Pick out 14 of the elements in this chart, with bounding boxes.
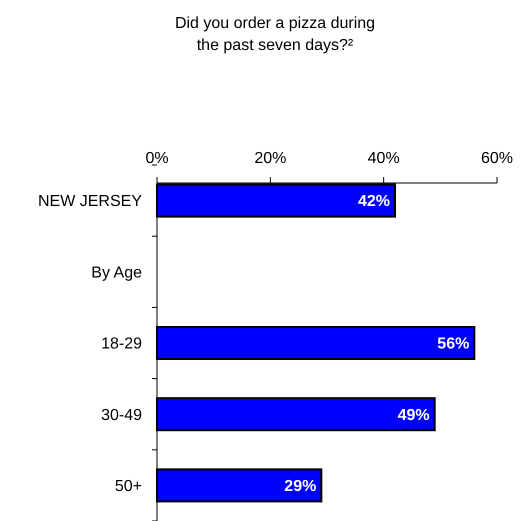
data-label: 49% — [398, 406, 430, 424]
y-tick-label: 18-29 — [101, 336, 142, 353]
y-tick-label: 50+ — [114, 478, 142, 495]
x-tick-label: 60% — [480, 150, 514, 167]
y-tick-label: NEW JERSEY — [38, 193, 142, 210]
data-label: 56% — [437, 336, 470, 353]
data-label: 42% — [358, 193, 390, 210]
data-label: 29% — [284, 478, 316, 495]
chart-title: Did you order a pizza during the past seven days?² — [174, 15, 376, 54]
x-tick-label: 40% — [368, 150, 400, 167]
y-tick-label: By Age — [91, 264, 142, 282]
x-tick-label: 20% — [254, 150, 286, 167]
y-tick-label: 30-49 — [101, 406, 142, 424]
x-tick-label: 0% — [145, 150, 169, 167]
